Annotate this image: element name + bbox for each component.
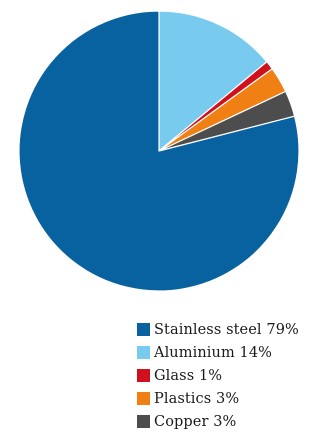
legend-label-plastics: Plastics 3% <box>154 390 240 407</box>
chart-legend: Stainless steel 79% Aluminium 14% Glass 1%… <box>137 318 299 433</box>
legend-item-plastics: Plastics 3% <box>137 387 299 410</box>
legend-label-copper: Copper 3% <box>154 413 237 430</box>
legend-label-aluminium: Aluminium 14% <box>154 344 273 361</box>
legend-swatch-glass <box>137 369 150 382</box>
legend-swatch-aluminium <box>137 346 150 359</box>
legend-item-copper: Copper 3% <box>137 410 299 433</box>
legend-label-stainless: Stainless steel 79% <box>154 321 299 338</box>
legend-item-stainless: Stainless steel 79% <box>137 318 299 341</box>
legend-swatch-copper <box>137 415 150 428</box>
legend-swatch-plastics <box>137 392 150 405</box>
legend-item-aluminium: Aluminium 14% <box>137 341 299 364</box>
legend-swatch-stainless <box>137 323 150 336</box>
legend-item-glass: Glass 1% <box>137 364 299 387</box>
pie-slice-stainless <box>18 10 300 292</box>
pie-chart <box>18 10 300 292</box>
legend-label-glass: Glass 1% <box>154 367 223 384</box>
pie-slice-aluminium <box>158 10 268 152</box>
